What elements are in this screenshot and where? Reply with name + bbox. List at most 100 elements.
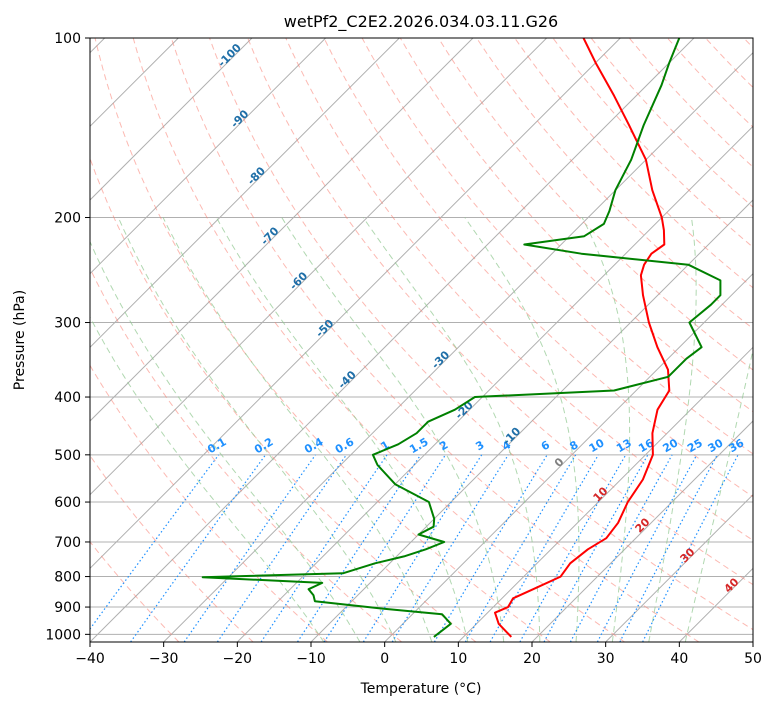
mixing-ratio-label: 30 [706,436,726,455]
dry-adiabat [361,38,753,455]
mixing-ratio-label: 0.4 [302,435,326,456]
isotherm-line [384,272,753,642]
y-tick-label: 400 [54,390,81,406]
dry-adiabat [514,38,753,289]
dry-adiabat [705,38,753,89]
x-tick-label: −30 [149,651,179,667]
isotherm-line [90,38,548,496]
mixing-ratio-line [216,454,347,642]
moist-adiabat [464,217,580,642]
dry-adiabat [743,38,753,49]
moist-adiabat [162,217,433,642]
isotherm-line [531,420,753,642]
y-tick-label: 200 [54,211,81,227]
isotherm-line [90,38,327,275]
dewpoint-line [201,38,722,638]
moist-adiabat [216,217,469,642]
mixing-ratio-line [323,454,447,642]
moist-adiabat [90,240,361,642]
background-lines [90,38,753,642]
mixing-ratio-line [130,454,267,642]
y-tick-label: 800 [54,570,81,586]
x-tick-label: 40 [670,651,688,667]
chart-title: wetPf2_C2E2.2026.034.03.11.G26 [284,12,558,32]
mixing-ratio-label: 8 [567,438,580,453]
moist-adiabat [581,217,631,642]
x-tick-label: 50 [744,651,762,667]
isotherm-line [90,38,474,422]
dry-adiabat [94,38,551,642]
dry-adiabat [90,454,254,642]
isotherm-line [457,346,753,642]
y-tick-label: 1000 [45,627,81,643]
mixing-ratio-line [260,454,388,642]
dry-adiabat [90,157,477,642]
isotherm-line [90,38,695,642]
moist-adiabat [362,217,541,642]
isotherm-line [90,38,253,201]
dry-adiabat [552,38,753,248]
isotherm-label: -40 [336,368,359,391]
mixing-ratio-line [569,454,673,642]
dry-adiabat [209,38,753,631]
mixing-ratio-label: 25 [685,436,705,455]
dry-adiabat [437,38,753,371]
y-tick-label: 500 [54,448,81,464]
dry-adiabat [170,38,700,642]
mixing-ratio-line [642,454,739,642]
mixing-ratio-line [433,454,548,642]
isotherm-label: 40 [722,575,742,595]
x-axis: −40 −30 −20 −10 0 10 20 30 40 50 [75,642,762,667]
mixing-ratio-line [464,454,577,642]
y-axis: 100 200 300 400 500 600 700 800 900 1000 [45,31,90,643]
isotherm-label: -80 [245,164,268,187]
dry-adiabat [323,38,753,498]
x-tick-label: −10 [296,651,326,667]
mixing-ratio-label: 3 [473,438,486,453]
mixing-ratio-label: 6 [539,438,552,453]
mixing-ratio-label: 20 [660,436,680,455]
y-tick-label: 100 [54,31,81,47]
isotherm-label: -100 [215,41,244,70]
dry-adiabat [399,38,753,413]
temperature-line [494,38,671,638]
dry-adiabat [90,267,403,642]
mixing-ratio-label: 1.5 [407,435,430,456]
isotherm-line [90,38,400,349]
dry-adiabat [132,38,625,642]
x-tick-label: 10 [449,651,467,667]
isotherm-line [90,38,621,570]
profiles [201,38,722,638]
x-axis-label: Temperature (°C) [360,681,482,697]
isotherm-label: -70 [258,224,281,247]
isotherm-line [163,51,753,642]
mixing-ratio-line [619,454,718,642]
dry-adiabat [476,38,753,330]
mixing-ratio-line [90,454,220,630]
mixing-ratio-label: 13 [614,436,634,455]
dry-adiabat [590,38,753,208]
y-tick-label: 700 [54,535,81,551]
dry-adiabat [247,38,753,586]
mixing-ratio-line [362,454,483,642]
x-tick-label: 20 [523,651,541,667]
plot-frame [89,37,754,643]
x-tick-label: 0 [380,651,389,667]
x-tick-label: −40 [75,651,105,667]
mixing-ratio-line [519,454,627,642]
isotherm-line [605,493,753,642]
y-tick-label: 300 [54,316,81,332]
isotherm-line [236,125,753,642]
moist-adiabat [90,316,325,642]
x-tick-label: −20 [223,651,253,667]
mixing-ratio-line [596,454,698,642]
isotherm-line [752,641,753,642]
mixing-ratio-line [296,454,422,642]
isotherm-label: -30 [429,348,452,371]
dry-adiabat [90,364,328,642]
isotherm-label: 10 [591,484,611,504]
mixing-ratio-line [543,454,649,642]
moist-adiabat [281,217,505,642]
y-tick-label: 600 [54,495,81,511]
